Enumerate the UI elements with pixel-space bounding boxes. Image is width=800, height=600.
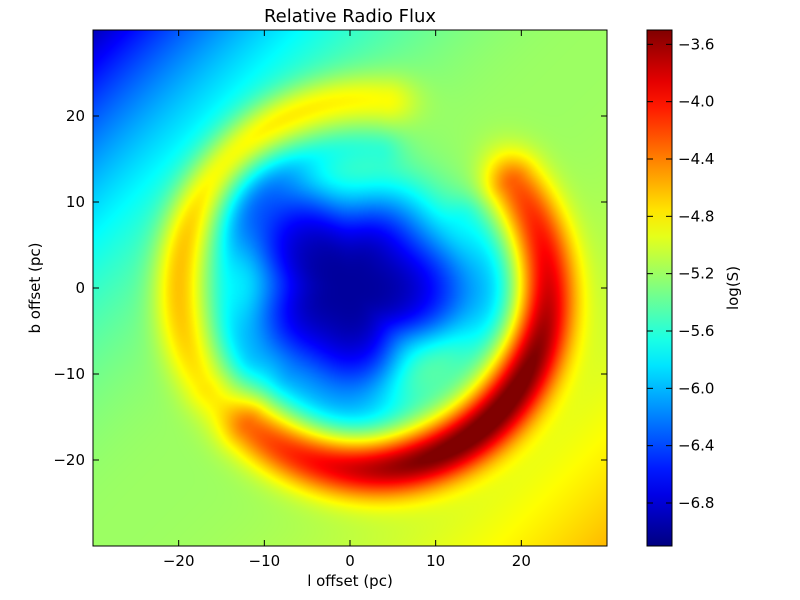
colorbar-label: log(S) [724, 266, 742, 310]
y-tick-label: −10 [53, 365, 85, 383]
x-tick-label: 20 [512, 552, 531, 570]
colorbar-ticks: −3.6 −4.0 −4.4 −4.8 −5.2 −5.6 −6.0 −6.4 −6.8 [647, 35, 714, 512]
heatmap-plot [92, 29, 608, 547]
colorbar-fill [647, 30, 672, 546]
x-tick-label: −20 [163, 552, 195, 570]
colorbar-frame [646, 29, 673, 547]
colorbar-tick-label: −6.0 [678, 379, 714, 397]
chart-title: Relative Radio Flux [264, 6, 436, 27]
colorbar-tick-label: −6.4 [678, 437, 714, 455]
colorbar-tick-label: −6.8 [678, 494, 714, 512]
colorbar-tick-label: −3.6 [678, 35, 714, 53]
y-tick-label: −20 [53, 451, 85, 469]
x-axis: −20 −10 0 10 20 [163, 30, 531, 570]
y-axis: −20 −10 0 10 20 [53, 107, 607, 469]
y-tick-label: 0 [75, 279, 85, 297]
y-axis-label: b offset (pc) [26, 243, 44, 334]
colorbar-tick-label: −4.0 [678, 93, 714, 111]
y-tick-label: 20 [66, 107, 85, 125]
y-tick-label: 10 [66, 193, 85, 211]
x-axis-label: l offset (pc) [307, 572, 393, 590]
colorbar-tick-label: −5.2 [678, 265, 714, 283]
colorbar-tick-label: −4.8 [678, 207, 714, 225]
colorbar-tick-label: −4.4 [678, 150, 714, 168]
colorbar: −3.6 −4.0 −4.4 −4.8 −5.2 −5.6 −6.0 −6.4 −6.8 log… [646, 29, 742, 547]
colorbar-tick-label: −5.6 [678, 322, 714, 340]
x-tick-label: 10 [426, 552, 445, 570]
x-tick-label: 0 [345, 552, 355, 570]
heatmap-canvas [93, 30, 607, 546]
x-tick-label: −10 [249, 552, 281, 570]
